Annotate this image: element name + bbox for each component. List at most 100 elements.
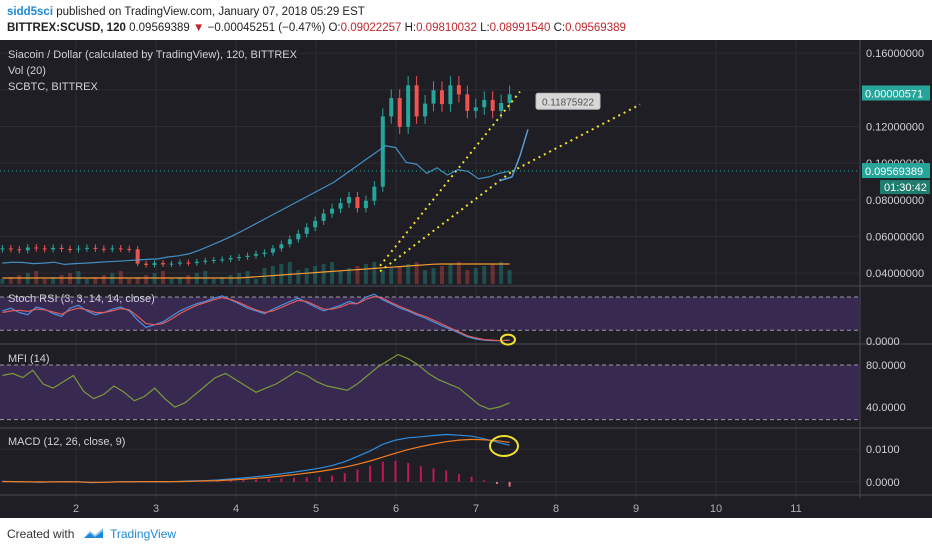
macd-signal-line [2, 438, 510, 483]
candle-body [177, 262, 182, 264]
compare-pane-label: SCBTC, BITTREX [8, 81, 99, 93]
candle-body [279, 244, 284, 249]
volume-bar [296, 270, 301, 284]
macd-tick-label: 0.0000 [866, 477, 900, 489]
macd-histogram-bar [394, 461, 397, 482]
macd-annotation-circle [489, 434, 519, 457]
candle-body [262, 252, 267, 254]
candle-body [406, 85, 411, 127]
candle-body [93, 247, 98, 249]
author-link[interactable]: sidd5sci [7, 6, 54, 18]
macd-histogram-bar [204, 481, 207, 482]
macd-histogram-bar [318, 476, 321, 482]
price-tick-label: 0.06000000 [866, 232, 924, 244]
x-tick-label: 3 [153, 503, 159, 515]
macd-histogram-bar [216, 480, 219, 482]
candle-body [380, 116, 385, 187]
candle-body [499, 103, 504, 111]
macd-pane-label: MACD (12, 26, close, 9) [8, 436, 125, 448]
stoch-annotation-circle [500, 333, 516, 346]
compare-series-line [2, 145, 510, 266]
macd-histogram-bar [331, 475, 334, 482]
candle-body [220, 259, 225, 261]
candle-body [321, 213, 326, 221]
compare-price-tag [862, 85, 930, 101]
candle-body [330, 208, 335, 214]
symbol-label: BITTREX:SCUSD, 120 [7, 22, 126, 34]
price-change: −0.00045251 (−0.47%) [207, 22, 326, 34]
ohlc-line: BITTREX:SCUSD, 120 0.09569389 ▼ −0.00045… [7, 22, 626, 34]
x-tick-label: 6 [393, 503, 399, 515]
low-label: L: [480, 22, 490, 34]
volume-bar [482, 266, 487, 284]
open-label: O: [328, 22, 341, 34]
volume-bar [177, 277, 182, 284]
price-tick-label: 0.04000000 [866, 268, 924, 280]
volume-bar [338, 270, 343, 284]
macd-histogram-bar [356, 469, 359, 482]
volume-bar [186, 275, 191, 284]
mfi-tick-label: 80.0000 [866, 360, 906, 372]
x-tick-label: 8 [553, 503, 559, 515]
compare-price-tag-text: 0.00000571 [865, 89, 923, 101]
volume-bar [397, 266, 402, 284]
candle-body [270, 248, 275, 253]
candle-body [194, 261, 199, 264]
macd-histogram-bar [343, 473, 346, 482]
candle-body [423, 103, 428, 117]
candle-body [346, 197, 351, 204]
volume-bar [507, 270, 512, 284]
close-label: C: [553, 22, 566, 34]
high-value: 0.09810032 [416, 22, 477, 34]
low-value: 0.08991540 [489, 22, 551, 34]
candle-body [101, 248, 106, 250]
macd-histogram-bar [280, 478, 283, 482]
macd-histogram-bar [267, 478, 270, 482]
candle-body [110, 248, 115, 250]
macd-histogram-bar [255, 479, 257, 482]
x-tick-label: 2 [73, 503, 79, 515]
volume-ma-line [2, 263, 510, 279]
candle-body [42, 248, 47, 250]
macd-histogram-bar [457, 474, 460, 482]
candle-body [465, 94, 470, 111]
candle-body [296, 233, 301, 240]
macd-histogram-bar [445, 470, 448, 482]
candle-body [254, 253, 258, 256]
volume-bar [473, 268, 478, 284]
volume-bar [8, 277, 13, 284]
volume-bar [372, 262, 377, 284]
publish-header: sidd5sci published on TradingView.com, J… [0, 0, 932, 40]
macd-histogram-bar [381, 461, 384, 482]
volume-bar [101, 275, 106, 284]
x-tick-label: 5 [313, 503, 319, 515]
candle-body [431, 90, 436, 104]
volume-bar [346, 268, 351, 284]
tradingview-link[interactable]: TradingView [110, 527, 177, 541]
candle-body [17, 249, 22, 251]
volume-bar [144, 275, 149, 284]
mfi-pane-label: MFI (14) [8, 353, 50, 365]
candle-body [482, 99, 487, 108]
trading-chart[interactable]: 2345678910110.160000000.140000000.120000… [0, 40, 932, 518]
candle-body [456, 85, 461, 95]
volume-bar [254, 279, 258, 284]
price-scale-background [860, 40, 932, 498]
candle-body [414, 85, 419, 117]
mfi-tick-label: 40.0000 [866, 402, 906, 414]
candle-body [8, 248, 13, 250]
volume-bar [211, 279, 216, 284]
volume-bar [499, 262, 504, 284]
volume-bar [414, 262, 419, 284]
volume-bar [355, 266, 360, 284]
time-scale-background [0, 498, 932, 518]
high-label: H: [404, 22, 417, 34]
close-value: 0.09569389 [565, 22, 626, 34]
price-tick-label: 0.12000000 [866, 122, 924, 134]
candle-body [355, 197, 360, 209]
volume-bar [59, 275, 64, 284]
volume-bar [439, 266, 444, 284]
volume-bar [321, 264, 326, 284]
published-text: published on TradingView.com, January 07… [53, 6, 365, 18]
volume-bar [380, 270, 385, 284]
